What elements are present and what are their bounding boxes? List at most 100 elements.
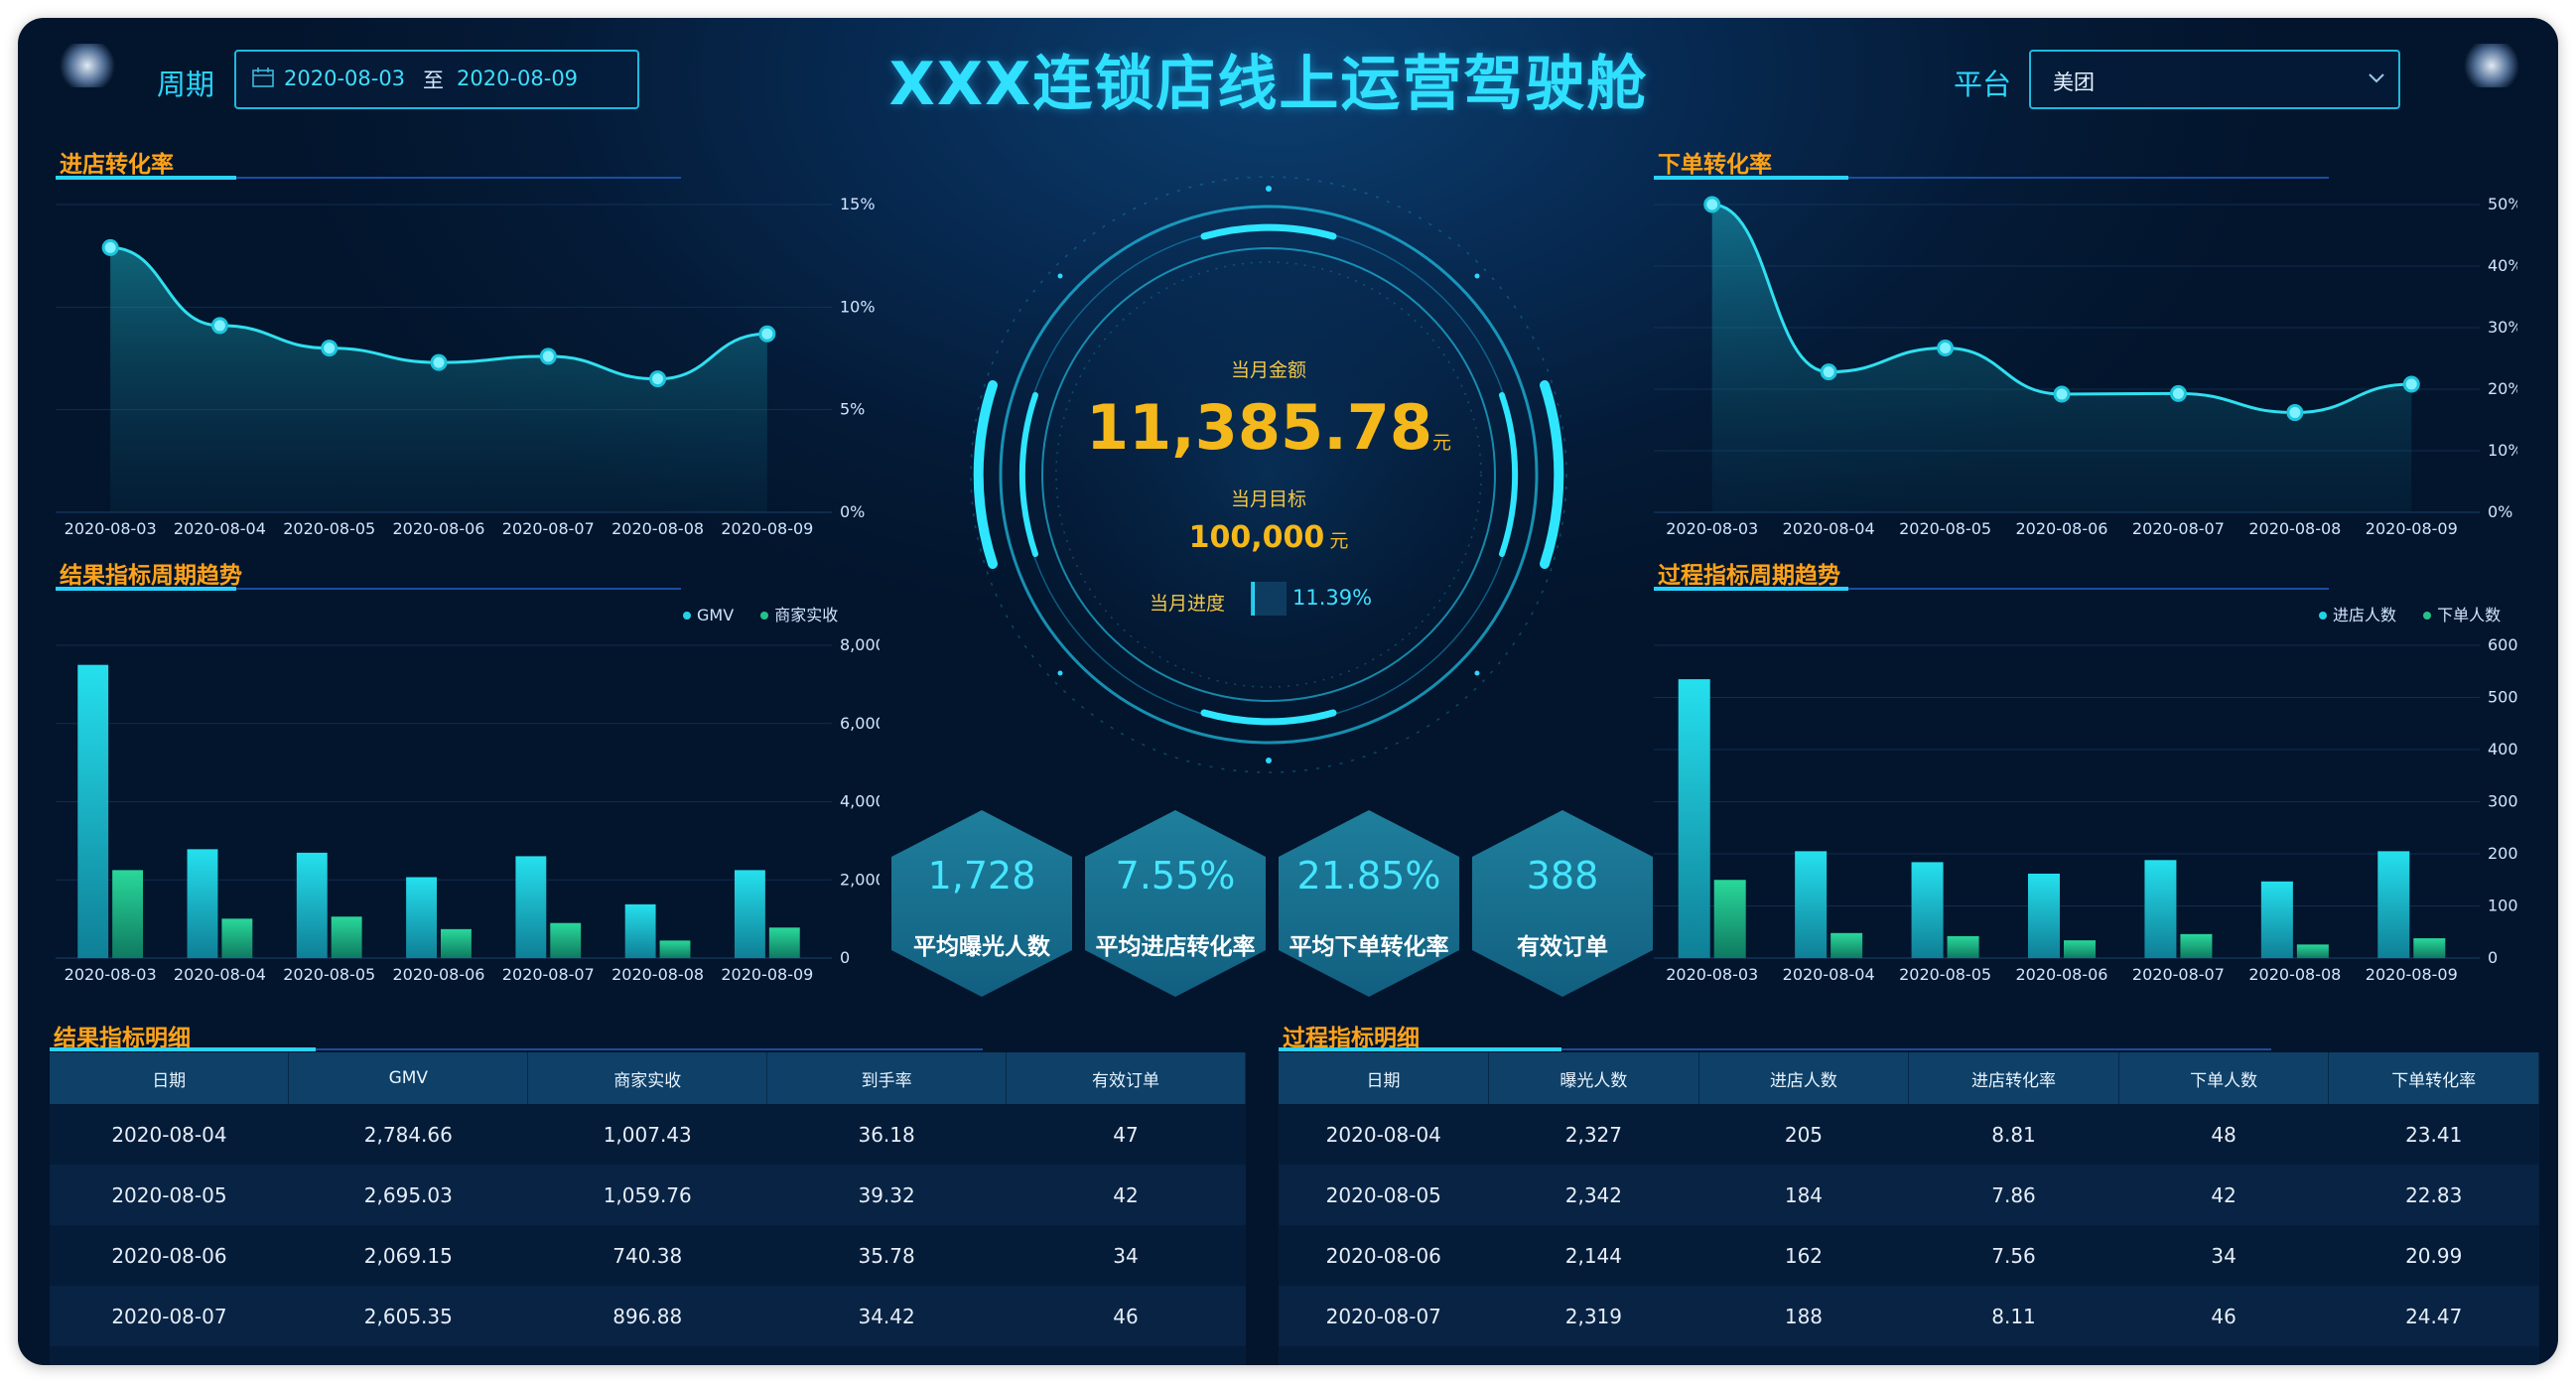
area-fill — [110, 247, 767, 512]
column-header[interactable]: 进店人数 — [1698, 1052, 1910, 1104]
table-cell: 2,441 — [1488, 1346, 1699, 1365]
table-cell: 23.41 — [2328, 1104, 2539, 1165]
table-cell: 2,695.03 — [288, 1165, 528, 1225]
table-cell: 2020-08-06 — [1279, 1225, 1489, 1286]
section-underline — [50, 1047, 983, 1051]
table-cell: 7.56 — [1908, 1225, 2119, 1286]
x-tick-label: 2020-08-06 — [2016, 519, 2108, 538]
bar-secondary — [2296, 944, 2329, 958]
bar-secondary — [659, 940, 691, 958]
legend-result: GMV 商家实收 — [683, 602, 838, 625]
legend-item-entry-count[interactable]: 进店人数 — [2319, 606, 2396, 624]
table-cell: 34.42 — [766, 1286, 1007, 1346]
legend-item-order-count[interactable]: 下单人数 — [2423, 606, 2501, 624]
table-cell: 184 — [1698, 1165, 1909, 1225]
table-row[interactable]: 2020-08-07 2,319 188 8.11 46 24.47 — [1279, 1286, 2539, 1346]
spotlight-right-icon — [2462, 44, 2521, 87]
legend-item-gmv[interactable]: GMV — [683, 606, 734, 624]
column-header[interactable]: 到手率 — [766, 1052, 1008, 1104]
table-cell: 2,144 — [1488, 1225, 1699, 1286]
table-cell: 46 — [2118, 1286, 2329, 1346]
y-tick-label: 15% — [840, 195, 876, 213]
table-row[interactable]: 2020-08-082,4411476.022617.69 — [1279, 1346, 2539, 1365]
month-target-value: 100,000 — [1188, 520, 1325, 555]
table-cell: 188 — [1698, 1286, 1909, 1346]
section-title-entry-rate: 进店转化率 — [60, 152, 174, 178]
date-start[interactable]: 2020-08-03 — [284, 67, 406, 90]
table-row[interactable]: 2020-08-05 2,342 184 7.86 42 22.83 — [1279, 1165, 2539, 1225]
y-tick-label: 0% — [2488, 502, 2512, 521]
section-underline — [56, 176, 681, 180]
table-header-row: 日期 GMV 商家实收 到手率 有效订单 — [50, 1052, 1246, 1104]
y-tick-label: 0 — [840, 948, 850, 967]
table-row[interactable]: 2020-08-06 2,144 162 7.56 34 20.99 — [1279, 1225, 2539, 1286]
y-tick-label: 30% — [2488, 318, 2517, 337]
table-cell: 26 — [1006, 1346, 1246, 1365]
table-cell: 22.83 — [2328, 1165, 2539, 1225]
table-row[interactable]: 2020-08-05 2,695.03 1,059.76 39.32 42 — [50, 1165, 1246, 1225]
date-separator: 至 — [423, 69, 444, 92]
table-row[interactable]: 2020-08-04 2,327 205 8.81 48 23.41 — [1279, 1104, 2539, 1165]
table-cell: 35.78 — [766, 1225, 1007, 1286]
table-row[interactable]: 2020-08-04 2,784.66 1,007.43 36.18 47 — [50, 1104, 1246, 1165]
x-tick-label: 2020-08-08 — [611, 519, 704, 538]
section-title-process-detail: 过程指标明细 — [1283, 1026, 1420, 1051]
entry-rate-chart: 0% 5% 10% 15% 2020-08-03 2020-08-04 2020-08-05… — [56, 195, 876, 538]
data-point — [2402, 375, 2420, 393]
platform-value: 美团 — [2053, 70, 2095, 94]
bar-secondary — [221, 918, 253, 958]
data-point — [321, 340, 339, 357]
kpi-avg-order-rate: 21.85% 平均下单转化率 — [1279, 810, 1459, 997]
data-point — [2169, 384, 2187, 402]
table-header-row: 日期 曝光人数 进店人数 进店转化率 下单人数 下单转化率 — [1279, 1052, 2539, 1104]
x-tick-label: 2020-08-06 — [393, 965, 485, 984]
column-header[interactable]: 日期 — [1279, 1052, 1490, 1104]
kpi-label: 有效订单 — [1517, 934, 1608, 960]
table-row[interactable]: 2020-08-081,374.41447.5532.5626 — [50, 1346, 1246, 1365]
bar-primary — [406, 877, 437, 958]
x-tick-label: 2020-08-07 — [2132, 965, 2225, 984]
column-header[interactable]: 下单人数 — [2118, 1052, 2330, 1104]
result-trend-chart: 0 2,000 4,000 6,000 8,000 2020-08-03 2020-08-0… — [56, 635, 880, 984]
y-tick-label: 6,000 — [840, 714, 880, 733]
date-range-picker[interactable]: 2020-08-03 至 2020-08-09 — [234, 50, 639, 109]
order-rate-chart: 0% 10% 20% 30% 40% 50% 2020-08-03 2020-08-04 202… — [1654, 195, 2517, 538]
table-cell: 2,605.35 — [288, 1286, 528, 1346]
column-header[interactable]: 曝光人数 — [1488, 1052, 1699, 1104]
column-header[interactable]: GMV — [288, 1052, 529, 1104]
bar-secondary — [331, 916, 362, 958]
bar-secondary — [550, 922, 582, 958]
y-tick-label: 50% — [2488, 195, 2517, 213]
bar-secondary — [2180, 933, 2213, 958]
column-header[interactable]: 下单转化率 — [2328, 1052, 2539, 1104]
legend-item-merchant-income[interactable]: 商家实收 — [760, 606, 838, 624]
table-cell: 2020-08-05 — [1279, 1165, 1489, 1225]
platform-select[interactable]: 美团 — [2029, 50, 2400, 109]
table-row[interactable]: 2020-08-07 2,605.35 896.88 34.42 46 — [50, 1286, 1246, 1346]
y-tick-label: 100 — [2488, 897, 2517, 915]
kpi-valid-orders: 388 有效订单 — [1472, 810, 1653, 997]
month-progress-value: 11.39% — [1292, 586, 1373, 610]
table-cell: 2020-08-06 — [50, 1225, 289, 1286]
chevron-down-icon — [2369, 73, 2384, 83]
kpi-avg-exposure: 1,728 平均曝光人数 — [891, 810, 1072, 997]
table-row[interactable]: 2020-08-06 2,069.15 740.38 35.78 34 — [50, 1225, 1246, 1286]
column-header[interactable]: 日期 — [50, 1052, 290, 1104]
column-header[interactable]: 商家实收 — [527, 1052, 768, 1104]
table-cell: 8.81 — [1908, 1104, 2119, 1165]
column-header[interactable]: 进店转化率 — [1908, 1052, 2119, 1104]
date-end[interactable]: 2020-08-09 — [457, 67, 579, 90]
y-tick-label: 600 — [2488, 635, 2517, 654]
section-title-process-trend: 过程指标周期趋势 — [1658, 563, 1840, 589]
x-tick-label: 2020-08-05 — [283, 965, 375, 984]
result-detail-table: 日期 GMV 商家实收 到手率 有效订单 2020-08-04 2,784.66 1,007… — [50, 1052, 1246, 1365]
data-point — [1820, 363, 1837, 381]
table-cell: 34 — [1006, 1225, 1246, 1286]
period-label: 周期 — [157, 68, 215, 101]
column-header[interactable]: 有效订单 — [1006, 1052, 1246, 1104]
table-cell: 2020-08-04 — [1279, 1104, 1489, 1165]
page-title: XXX连锁店线上运营驾驶舱 — [888, 50, 1649, 119]
month-amount-unit: 元 — [1432, 432, 1452, 454]
kpi-label: 平均进店转化率 — [1095, 934, 1256, 960]
bar-primary — [515, 856, 547, 958]
